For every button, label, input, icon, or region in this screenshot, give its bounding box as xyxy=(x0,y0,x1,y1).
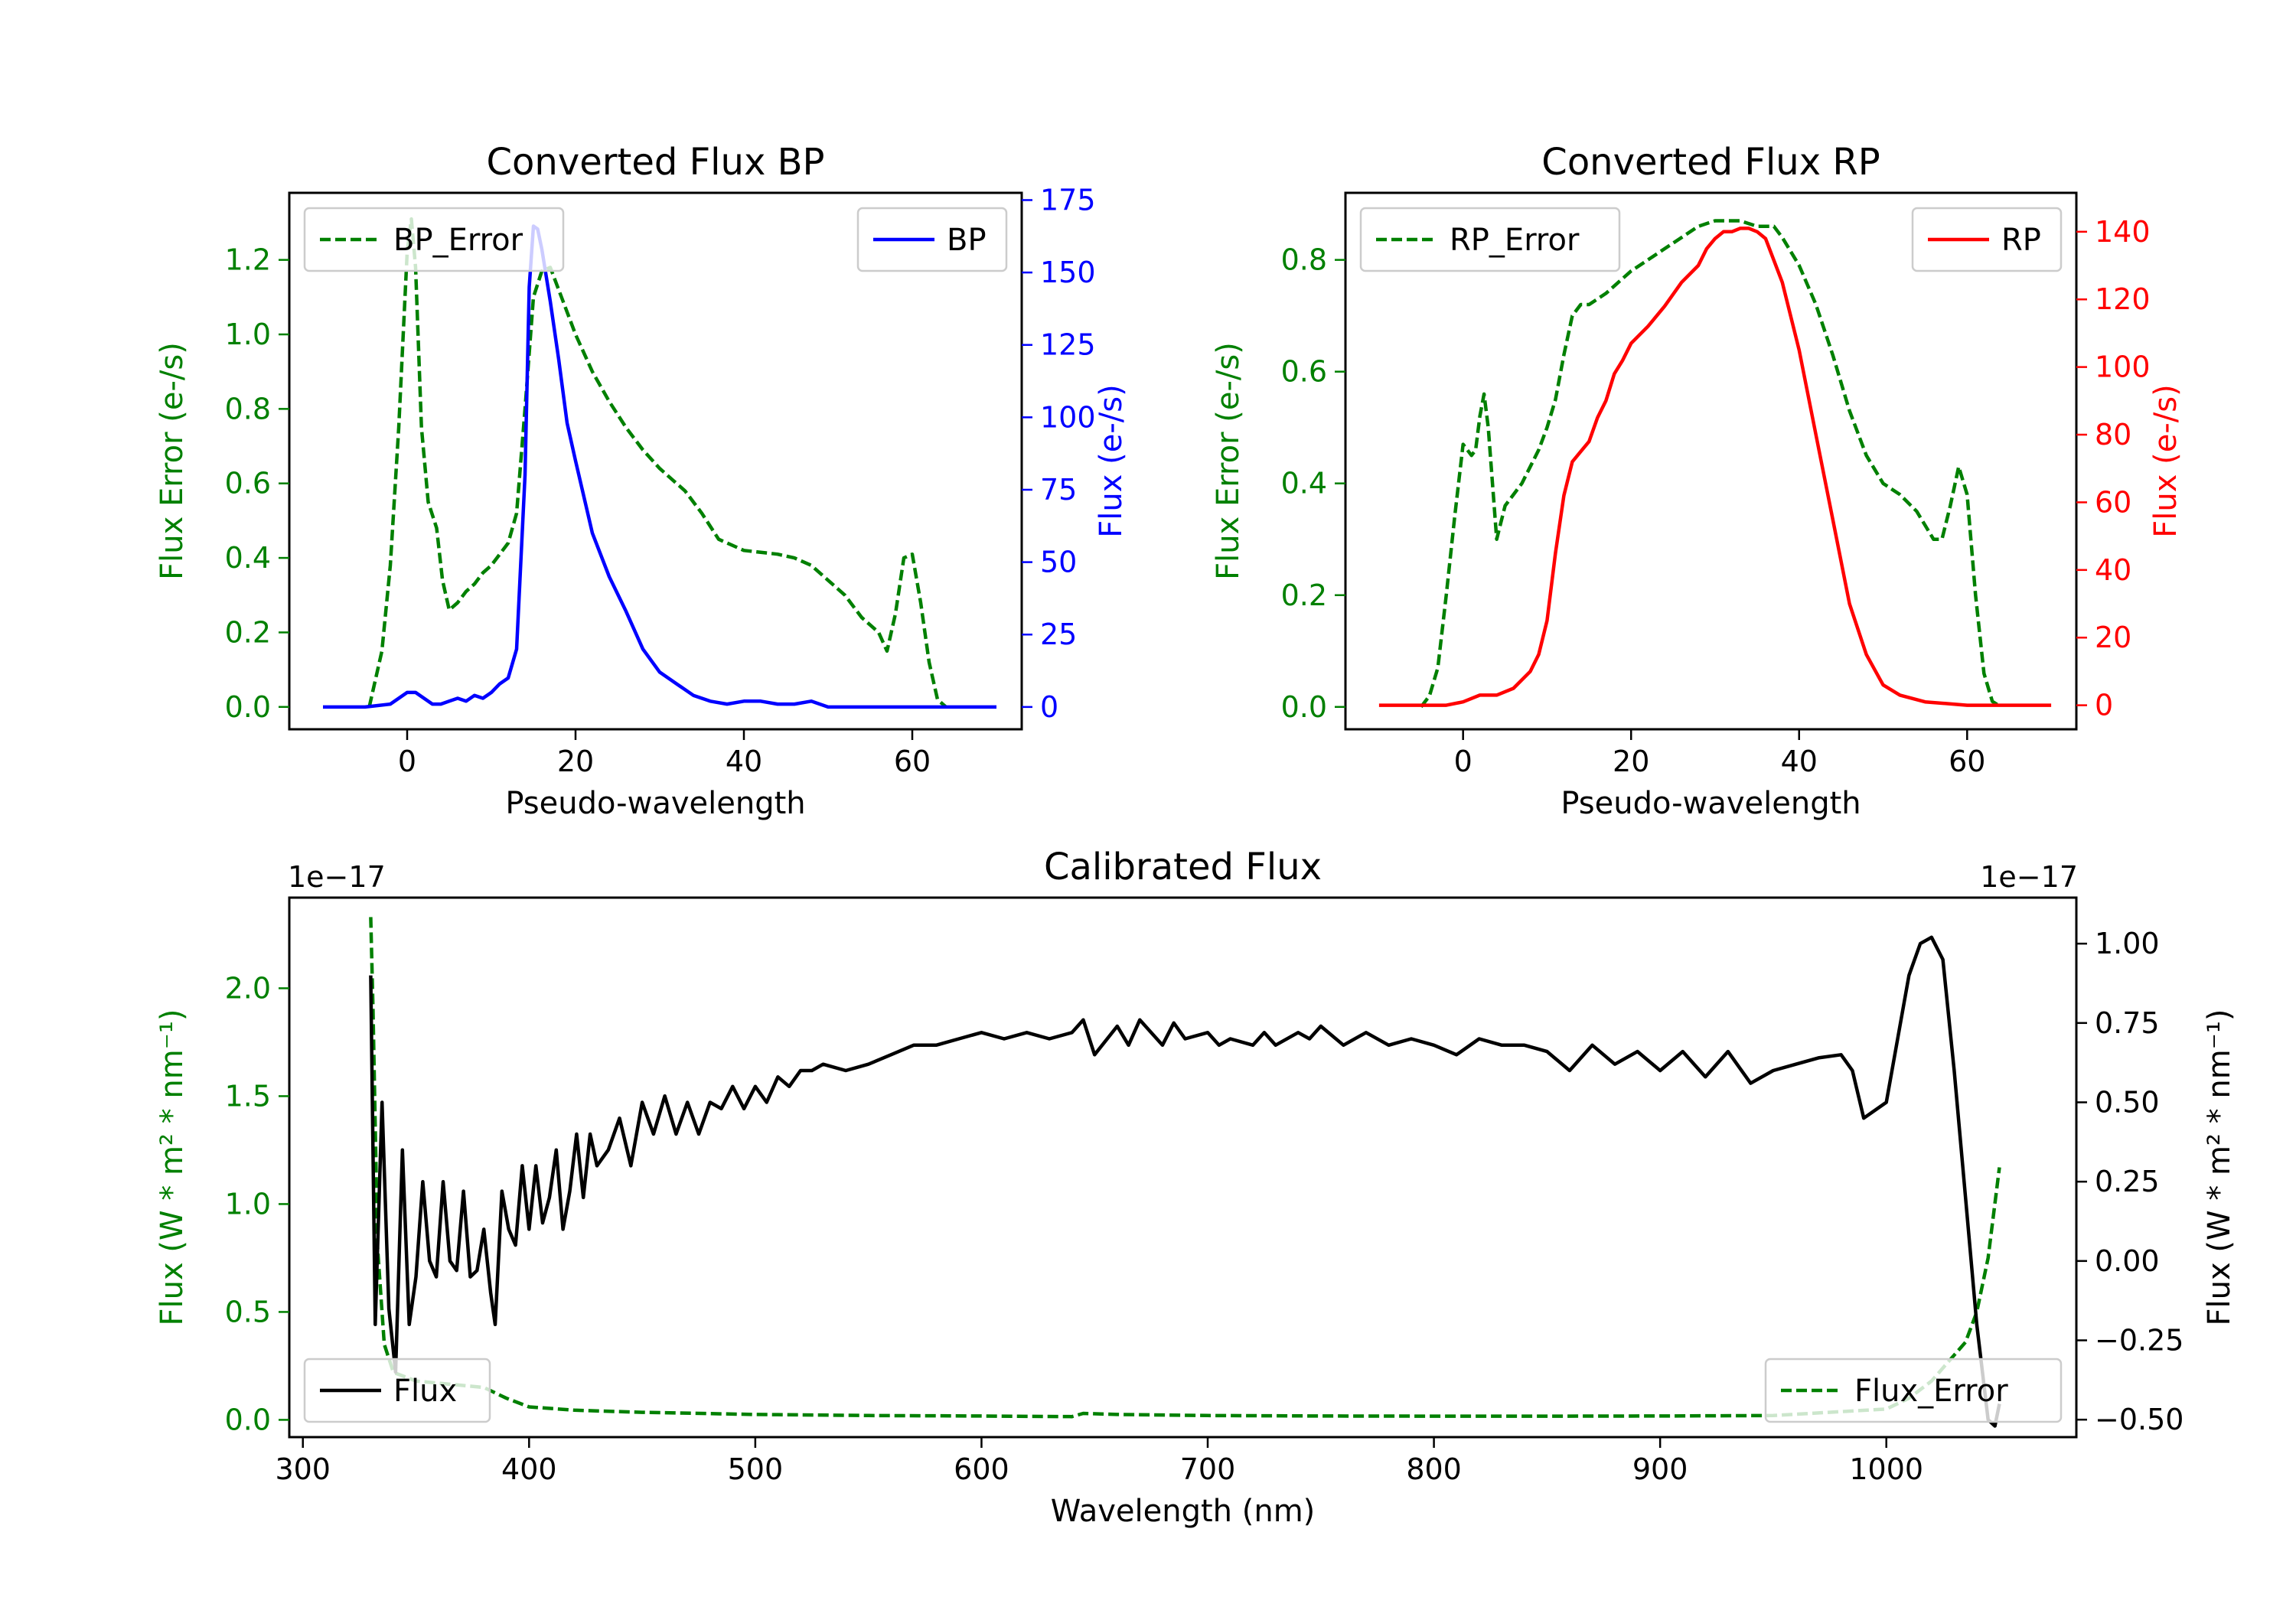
x-tick-label: 0 xyxy=(1454,745,1473,778)
series-bp-error-line xyxy=(370,219,947,707)
x-axis-label: Pseudo-wavelength xyxy=(1561,786,1861,821)
y-left-tick-label: 1.0 xyxy=(225,1187,271,1221)
y-left-tick-label: 2.0 xyxy=(225,971,271,1005)
plot-area xyxy=(370,917,1999,1426)
y-right-tick-label: 0.00 xyxy=(2095,1244,2160,1278)
x-tick-label: 40 xyxy=(1781,745,1818,778)
x-tick-label: 20 xyxy=(557,745,594,778)
x-tick-label: 700 xyxy=(1180,1452,1236,1486)
y-left-tick-label: 1.2 xyxy=(225,243,271,277)
y-left-tick-label: 0.8 xyxy=(225,392,271,425)
y-right-tick-label: 0.75 xyxy=(2095,1006,2160,1040)
y-right-tick-label: 20 xyxy=(2095,621,2131,654)
legend-flux-error: Flux_Error xyxy=(1766,1359,2061,1422)
y-right-tick-label: 1.00 xyxy=(2095,927,2160,960)
y-right-tick-label: 0 xyxy=(1040,690,1058,724)
axes-frame xyxy=(289,193,1022,729)
legend-label: BP xyxy=(947,223,987,258)
legend-label: RP_Error xyxy=(1450,223,1580,258)
x-tick-label: 60 xyxy=(894,745,931,778)
y-right-tick-label: 75 xyxy=(1040,473,1077,507)
y-left-tick-label: 0.0 xyxy=(225,690,271,724)
x-tick-label: 500 xyxy=(728,1452,784,1486)
y-left-axis-label: Flux (W * m² * nm⁻¹) xyxy=(155,1009,190,1326)
axes-frame xyxy=(1345,193,2076,729)
y-right-tick-label: 80 xyxy=(2095,418,2131,451)
y-left-offset-label: 1e−17 xyxy=(288,860,386,894)
y-left-tick-label: 0.0 xyxy=(225,1403,271,1436)
y-left-tick-label: 0.0 xyxy=(1281,690,1327,724)
x-tick-label: 900 xyxy=(1632,1452,1688,1486)
y-left-tick-label: 0.4 xyxy=(225,541,271,575)
y-right-tick-label: 140 xyxy=(2095,215,2151,249)
y-right-tick-label: 150 xyxy=(1040,256,1096,289)
series-flux-error-line xyxy=(370,917,1999,1416)
series-rp-error-line xyxy=(1421,221,2001,707)
legend-rp-error: RP_Error xyxy=(1361,208,1619,271)
y-left-tick-label: 0.2 xyxy=(1281,579,1327,612)
x-tick-label: 1000 xyxy=(1849,1452,1923,1486)
legend-label: Flux xyxy=(393,1374,457,1409)
chart-title: Converted Flux BP xyxy=(487,141,825,184)
chart-bp: 0 20 40 60 0.0 0.2 0.4 0.6 0.8 1.0 1.2 0 25 50 75 100 12… xyxy=(155,141,1129,821)
chart-rp: 0 20 40 60 0.0 0.2 0.4 0.6 0.8 0 20 40 60 80 100 120 140… xyxy=(1211,141,2183,821)
x-tick-label: 600 xyxy=(954,1452,1009,1486)
y-right-axis-label: Flux (e-/s) xyxy=(1094,384,1129,537)
y-right-tick-label: 175 xyxy=(1040,183,1096,217)
x-tick-label: 400 xyxy=(501,1452,557,1486)
x-tick-label: 800 xyxy=(1406,1452,1462,1486)
y-left-tick-label: 0.4 xyxy=(1281,467,1327,500)
y-right-tick-label: 100 xyxy=(2095,350,2151,384)
legend-label: RP xyxy=(2001,223,2041,258)
y-right-axis-label: Flux (e-/s) xyxy=(2148,384,2183,537)
x-tick-label: 60 xyxy=(1949,745,1985,778)
y-left-tick-label: 1.5 xyxy=(225,1079,271,1113)
y-right-tick-label: −0.50 xyxy=(2095,1403,2183,1436)
legend-flux: Flux xyxy=(305,1359,490,1422)
legend-label: BP_Error xyxy=(393,223,523,258)
x-tick-label: 0 xyxy=(398,745,416,778)
y-right-tick-label: −0.25 xyxy=(2095,1324,2183,1358)
y-right-tick-label: 120 xyxy=(2095,282,2151,316)
y-right-axis-label: Flux (W * m² * nm⁻¹) xyxy=(2202,1009,2237,1326)
y-right-tick-label: 0.50 xyxy=(2095,1085,2160,1119)
x-tick-label: 300 xyxy=(275,1452,331,1486)
y-left-tick-label: 0.5 xyxy=(225,1295,271,1328)
legend-rp: RP xyxy=(1913,208,2061,271)
x-axis-label: Wavelength (nm) xyxy=(1051,1494,1316,1529)
x-axis-label: Pseudo-wavelength xyxy=(505,786,805,821)
y-right-tick-label: 100 xyxy=(1040,400,1096,434)
x-tick-label: 20 xyxy=(1613,745,1649,778)
y-left-axis-label: Flux Error (e-/s) xyxy=(155,342,190,580)
chart-title: Converted Flux RP xyxy=(1541,141,1880,184)
series-rp-line xyxy=(1379,228,2051,705)
plot-area xyxy=(1379,221,2051,707)
y-right-tick-label: 50 xyxy=(1040,546,1077,579)
y-right-tick-label: 25 xyxy=(1040,618,1077,651)
y-right-tick-label: 0.25 xyxy=(2095,1165,2160,1198)
legend-bp: BP xyxy=(858,208,1006,271)
plot-area xyxy=(323,219,996,707)
figure: 0 20 40 60 0.0 0.2 0.4 0.6 0.8 1.0 1.2 0 25 50 75 100 12… xyxy=(0,0,2296,1607)
y-right-offset-label: 1e−17 xyxy=(1980,860,2078,894)
series-flux-line xyxy=(370,937,1999,1426)
chart-cal: 300 400 500 600 700 800 900 1000 0.0 0.5 1.0 1.5 2.0… xyxy=(155,846,2237,1529)
legend-label: Flux_Error xyxy=(1854,1374,2008,1409)
legend-bp-error: BP_Error xyxy=(305,208,563,271)
y-left-tick-label: 1.0 xyxy=(225,318,271,351)
y-right-tick-label: 125 xyxy=(1040,328,1096,362)
chart-title: Calibrated Flux xyxy=(1044,846,1322,888)
y-right-tick-label: 60 xyxy=(2095,485,2131,519)
y-left-tick-label: 0.8 xyxy=(1281,243,1327,277)
y-right-tick-label: 40 xyxy=(2095,553,2131,587)
y-right-tick-label: 0 xyxy=(2095,689,2113,722)
y-left-tick-label: 0.6 xyxy=(1281,355,1327,389)
y-left-tick-label: 0.6 xyxy=(225,467,271,500)
x-tick-label: 40 xyxy=(726,745,762,778)
y-left-axis-label: Flux Error (e-/s) xyxy=(1211,342,1246,580)
y-left-tick-label: 0.2 xyxy=(225,615,271,649)
